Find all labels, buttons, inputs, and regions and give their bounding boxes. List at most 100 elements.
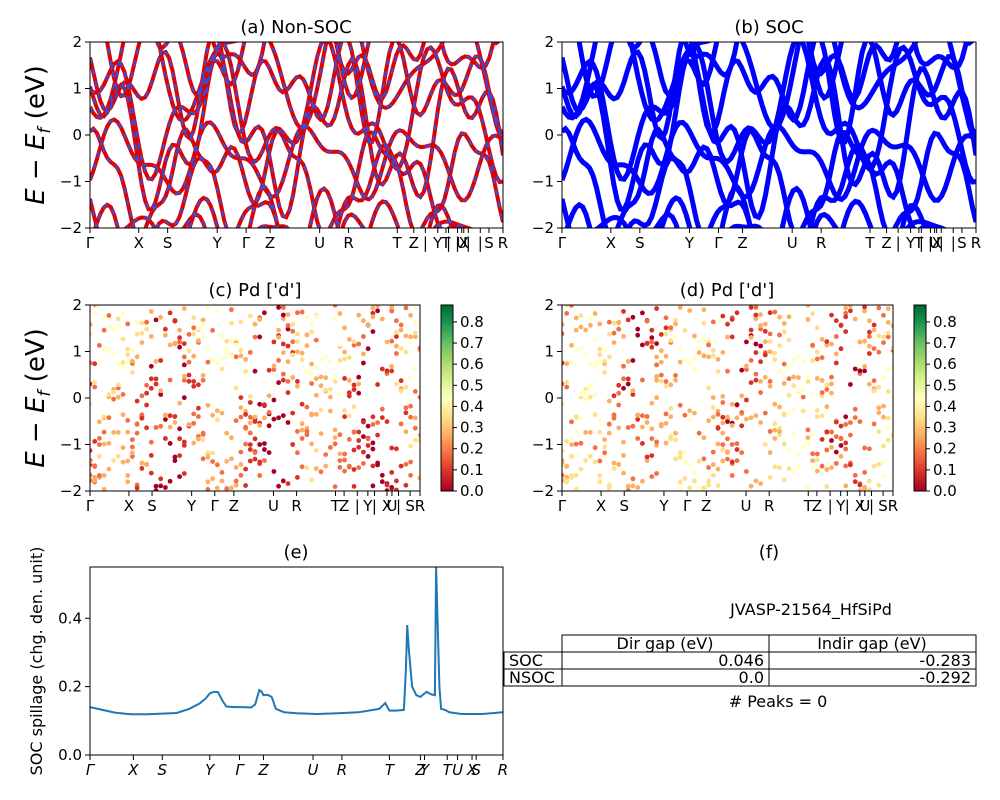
c-band-point [200,456,206,462]
c-band-point [196,405,201,411]
c-band-point [92,478,98,483]
d-band-point [857,339,863,345]
d-band-point [644,454,650,460]
panel-d-title: (d) Pd ['d'] [680,280,775,301]
c-band-point [177,344,183,350]
e-xtick-label: X [466,761,478,779]
d-band-point [720,414,726,420]
d-band-point [843,422,849,427]
d-band-point [881,414,886,420]
d-band-point [692,366,697,372]
c-band-point [238,414,244,420]
d-band-point [611,340,617,345]
d-band-point [710,414,716,420]
e-ytick-label: 0.0 [58,746,82,764]
c-ytick-label: −1 [60,436,82,454]
d-band-point [786,448,792,453]
c-band-point [90,459,93,465]
c-band-point [285,420,291,425]
d-band-point [819,437,825,442]
d-band-point [781,329,787,335]
c-band-point [412,389,418,394]
d-band-point [791,431,797,436]
c-band-point [243,441,249,447]
d-band-point [881,334,886,340]
c-band-point [139,466,145,471]
c-band-point [346,463,352,469]
c-band-point [115,430,121,435]
c-band-point [328,408,333,414]
c-band-point [97,436,102,441]
c-band-point [120,311,126,316]
d-xtick-label: | [845,497,850,515]
d-band-point [725,321,730,327]
c-band-point [271,339,277,345]
d-band-point [829,341,834,347]
d-band-point [673,317,678,323]
d-cb-tick-label: 0.4 [933,397,957,415]
d-band-point [833,360,839,366]
c-band-point [285,379,291,384]
d-band-point [744,416,749,422]
d-band-point [687,417,693,423]
c-band-point [247,414,253,420]
c-band-point [177,339,183,345]
panel-d-colorbar-ticks: 0.0 0.1 0.2 0.3 0.4 0.5 0.6 0.7 0.8 [926,313,957,500]
d-band-point [649,335,655,341]
c-band-point [346,393,352,399]
d-band-point [767,349,773,355]
c-band-point [361,334,366,339]
c-xtick-label: Γ [211,497,220,515]
d-band-point [852,472,858,478]
b-xtick-label: Z [881,234,891,252]
d-band-point [725,456,730,462]
c-band-point [295,429,300,434]
a-band-line [90,42,503,184]
a-xtick-label: X [134,234,144,252]
b-xtick-label: | [896,234,901,252]
c-band-point [120,360,126,365]
d-band-point [597,346,603,352]
d-band-point [720,350,726,355]
d-band-point [706,418,711,424]
d-band-point [843,314,849,320]
c-band-point [148,309,154,314]
c-xtick-label: X [382,497,392,515]
c-band-point [252,450,258,456]
d-band-point [677,346,683,352]
c-band-point [309,477,314,483]
c-band-point [408,375,413,381]
d-band-point [569,454,574,459]
d-band-point [758,359,763,365]
c-band-point [412,425,418,431]
c-band-point [153,317,159,323]
c-band-point [290,442,296,447]
a-xtick-label: Z [409,234,419,252]
d-band-point [862,445,867,451]
c-band-point [370,414,376,420]
c-band-point [365,454,371,459]
c-band-point [356,374,362,380]
c-band-point [139,330,145,336]
d-band-point [796,463,801,469]
d-band-point [602,370,607,375]
c-band-point [92,311,98,316]
c-band-point [144,462,150,467]
d-band-point [890,438,893,443]
a-xtick-label: R [343,234,353,252]
c-band-point [111,430,116,435]
c-band-point [181,471,187,476]
c-band-point [299,357,305,362]
c-band-point [172,420,178,425]
d-band-point [663,411,669,417]
d-band-point [729,401,735,407]
panel-a-bands [90,42,503,228]
d-band-point [602,450,607,456]
d-band-point [677,450,683,455]
a-band-line [90,144,460,228]
d-band-point [881,340,886,345]
c-band-point [243,425,249,431]
panel-d-colorbar [913,304,927,492]
c-band-point [379,366,385,372]
table-row-soc-dir: 0.046 [718,651,764,670]
